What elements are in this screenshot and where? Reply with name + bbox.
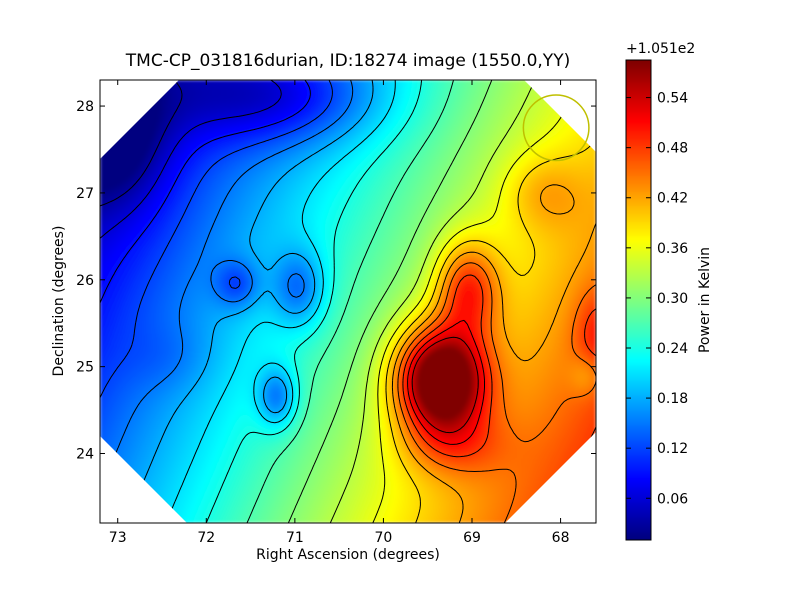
colorbar-frame xyxy=(625,59,652,541)
contour-level xyxy=(125,80,374,523)
y-tick-label: 26 xyxy=(76,273,94,289)
x-tick-label: 68 xyxy=(552,530,570,546)
x-tick-label: 70 xyxy=(375,530,393,546)
contour-level xyxy=(287,80,493,523)
x-tick-label: 73 xyxy=(109,530,127,546)
colorbar-tick-label: 0.54 xyxy=(657,91,688,107)
contour-level xyxy=(165,80,396,523)
x-tick-label: 71 xyxy=(286,530,304,546)
contour-level xyxy=(100,80,333,398)
colorbar-gradient xyxy=(626,60,651,540)
contour-lines xyxy=(100,80,596,523)
colorbar-tick-label: 0.48 xyxy=(657,141,688,157)
y-axis: 24 25 26 27 28 xyxy=(76,99,596,463)
contour-level xyxy=(100,80,311,304)
y-tick-label: 28 xyxy=(76,99,94,115)
contour-level xyxy=(411,336,479,434)
contour-level xyxy=(205,80,423,523)
x-axis: 73 72 71 70 69 68 xyxy=(109,80,570,546)
colorbar-tick-label: 0.36 xyxy=(657,241,688,257)
y-tick-label: 25 xyxy=(76,360,94,376)
contour-level xyxy=(407,319,485,445)
contour-level xyxy=(100,80,354,492)
contour-level xyxy=(246,80,454,523)
colorbar-offset: +1.051e2 xyxy=(626,41,695,57)
colorbar-tick-label: 0.06 xyxy=(657,491,688,507)
colorbar-ticks: 0.06 0.12 0.18 0.24 0.30 0.36 0.42 0.48 0.54 xyxy=(626,91,688,507)
beam-circle xyxy=(522,94,590,162)
colorbar-label: Power in Kelvin xyxy=(697,247,713,353)
x-tick-label: 69 xyxy=(463,530,481,546)
chart-title: TMC-CP_031816durian, ID:18274 image (155… xyxy=(125,51,570,71)
plot-frame xyxy=(99,79,597,524)
y-tick-label: 27 xyxy=(76,186,94,202)
colorbar-tick-label: 0.18 xyxy=(657,391,688,407)
plot-area xyxy=(100,80,596,523)
x-axis-label: Right Ascension (degrees) xyxy=(256,547,440,563)
x-tick-label: 72 xyxy=(197,530,215,546)
colorbar-tick-label: 0.12 xyxy=(657,441,688,457)
y-axis-label: Declination (degrees) xyxy=(51,226,67,377)
colorbar-tick-label: 0.42 xyxy=(657,191,688,207)
colorbar: 0.06 0.12 0.18 0.24 0.30 0.36 0.42 0.48 0.54 +1.… xyxy=(625,41,713,541)
colorbar-tick-label: 0.30 xyxy=(657,291,688,307)
contour-level xyxy=(397,262,596,523)
colorbar-tick-label: 0.24 xyxy=(657,341,688,357)
contour-level xyxy=(391,184,596,523)
y-tick-label: 24 xyxy=(76,447,94,463)
